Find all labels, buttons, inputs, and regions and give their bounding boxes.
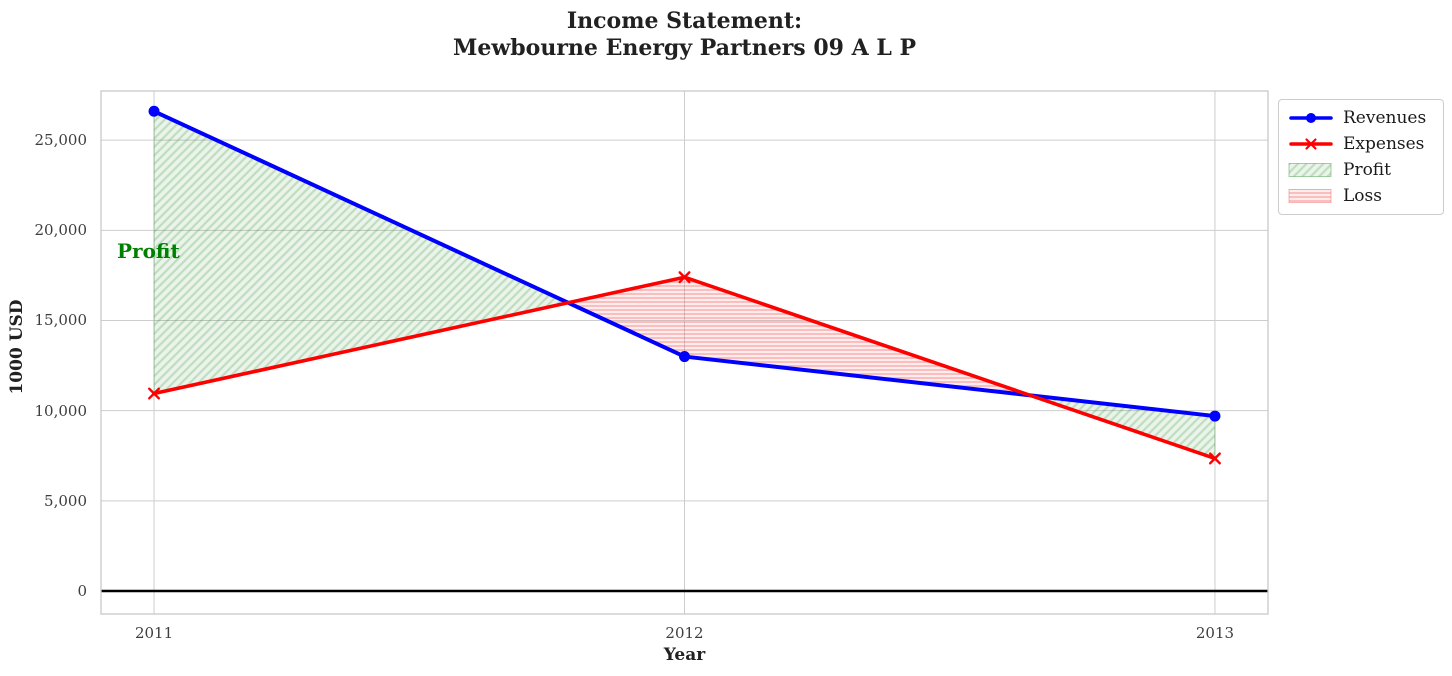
revenues-line-swatch (1289, 113, 1333, 123)
expenses-marker (1208, 452, 1221, 465)
y-tick-label: 10,000 (34, 401, 88, 420)
legend-item-profit: Profit (1288, 160, 1434, 180)
legend-label-expenses: Expenses (1343, 134, 1425, 154)
revenues-marker (679, 351, 690, 363)
chart-title-line2: Mewbourne Energy Partners 09 A L P (452, 35, 917, 61)
profit-fill (153, 110, 570, 395)
legend-label-loss: Loss (1343, 186, 1382, 206)
expenses-marker (148, 387, 161, 400)
plot-border (100, 90, 1269, 615)
expenses-marker (678, 271, 691, 284)
y-tick-label: 20,000 (34, 221, 88, 240)
revenues-marker (148, 105, 160, 117)
x-axis-label: Year (663, 645, 706, 665)
legend-item-expenses: Expenses (1288, 134, 1434, 154)
legend-item-loss: Loss (1288, 186, 1434, 206)
legend-item-revenues: Revenues (1288, 108, 1434, 128)
expenses-line-swatch (1289, 138, 1333, 150)
loss-patch-swatch (1288, 189, 1332, 203)
legend-label-profit: Profit (1343, 160, 1391, 180)
y-tick-label: 0 (77, 582, 87, 600)
revenues-marker (1209, 410, 1221, 422)
chart-title: Income Statement: Mewbourne Energy Partn… (101, 8, 1268, 62)
x-tick-label: 2013 (1195, 624, 1235, 642)
y-tick-label: 5,000 (44, 491, 87, 510)
chart-title-line1: Income Statement: (566, 8, 803, 34)
legend-label-revenues: Revenues (1343, 108, 1427, 128)
legend: Revenues Expenses Profit Loss (1278, 99, 1444, 215)
x-tick-label: 2011 (134, 624, 174, 642)
y-tick-label: 15,000 (34, 311, 88, 330)
profit-annotation: Profit (117, 239, 180, 263)
x-tick-label: 2012 (665, 624, 704, 642)
profit-patch-swatch (1288, 163, 1332, 177)
y-tick-label: 25,000 (34, 131, 88, 150)
